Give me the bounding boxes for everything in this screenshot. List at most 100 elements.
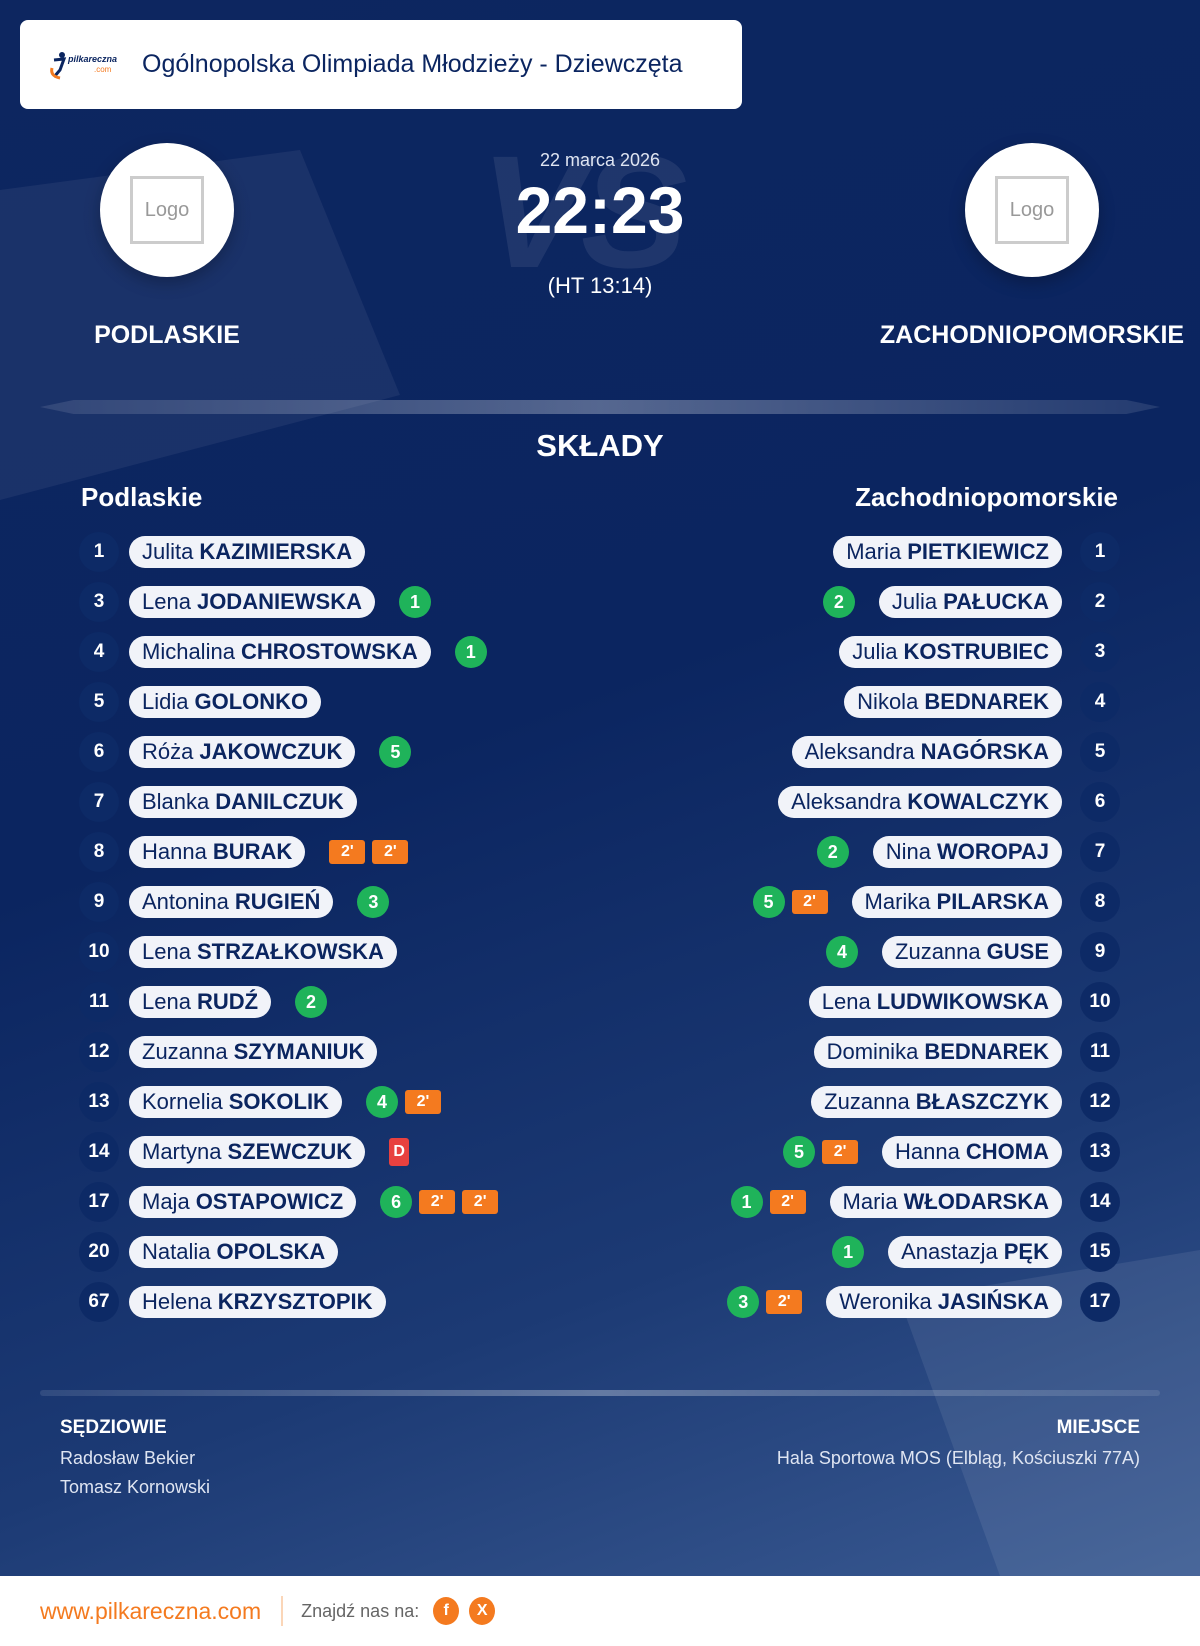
first-name: Martyna	[142, 1139, 222, 1164]
player-name[interactable]: Maria PIETKIEWICZ	[833, 536, 1062, 568]
player-name[interactable]: Anastazja PĘK	[888, 1236, 1062, 1268]
first-name: Michalina	[142, 639, 235, 664]
first-name: Hanna	[142, 839, 207, 864]
footer-separator	[281, 1596, 284, 1626]
player-events: 1 2'	[730, 1186, 806, 1218]
suspension-badge: 2'	[462, 1190, 499, 1214]
first-name: Aleksandra	[791, 789, 902, 814]
venue: MIEJSCE Hala Sportowa MOS (Elbląg, Kości…	[777, 1413, 1140, 1473]
goals-badge: 5	[752, 886, 785, 918]
shirt-number: 12	[1080, 1082, 1120, 1122]
last-name: SZYMANIUK	[233, 1039, 365, 1064]
player-name[interactable]: Zuzanna SZYMANIUK	[129, 1036, 378, 1068]
player-name[interactable]: Lena LUDWIKOWSKA	[808, 986, 1062, 1018]
player-name[interactable]: Julita KAZIMIERSKA	[129, 536, 366, 568]
last-name: JASIŃSKA	[937, 1289, 1049, 1314]
player-name[interactable]: Dominika BEDNAREK	[813, 1036, 1062, 1068]
player-events: 4	[826, 936, 859, 968]
pilkareczna-logo[interactable]: pilkareczna .com	[50, 50, 122, 80]
away-player-row: 3 2' Weronika JASIŃSKA 17	[600, 1277, 1200, 1327]
suspension-badge: 2'	[404, 1090, 441, 1114]
player-name[interactable]: Hanna BURAK	[129, 836, 306, 868]
first-name: Weronika	[839, 1289, 932, 1314]
footer: www.pilkareczna.com Znajdź nas na: f X	[0, 1576, 1200, 1646]
last-name: BURAK	[212, 839, 293, 864]
last-name: BŁASZCZYK	[915, 1089, 1049, 1114]
player-name[interactable]: Lena STRZAŁKOWSKA	[129, 936, 397, 968]
halftime-score: (HT 13:14)	[547, 273, 653, 298]
player-events: 6 2' 2'	[380, 1186, 499, 1218]
first-name: Lena	[142, 939, 191, 964]
shirt-number: 10	[79, 932, 119, 972]
website-link[interactable]: www.pilkareczna.com	[40, 1597, 262, 1624]
player-name[interactable]: Maria WŁODARSKA	[829, 1186, 1062, 1218]
player-name[interactable]: Lidia GOLONKO	[129, 686, 322, 718]
suspension-badge: 2'	[372, 840, 409, 864]
home-player-row: 6 Róża JAKOWCZUK 5	[0, 727, 600, 777]
x-icon[interactable]: X	[469, 1597, 496, 1625]
home-player-row: 10 Lena STRZAŁKOWSKA	[0, 927, 600, 977]
player-name[interactable]: Lena JODANIEWSKA	[129, 586, 375, 618]
shirt-number: 14	[1080, 1182, 1120, 1222]
player-name[interactable]: Lena RUDŹ	[129, 986, 272, 1018]
player-name[interactable]: Zuzanna GUSE	[882, 936, 1062, 968]
last-name: PILARSKA	[936, 889, 1049, 914]
shirt-number: 1	[79, 532, 119, 572]
player-name[interactable]: Maja OSTAPOWICZ	[129, 1186, 357, 1218]
last-name: PAŁUCKA	[943, 589, 1049, 614]
home-player-row: 14 Martyna SZEWCZUK D	[0, 1127, 600, 1177]
shirt-number: 20	[79, 1232, 119, 1272]
player-events: 4 2'	[365, 1086, 441, 1118]
player-name[interactable]: Aleksandra NAGÓRSKA	[791, 736, 1062, 768]
shirt-number: 12	[79, 1032, 119, 1072]
player-events: 2	[295, 986, 328, 1018]
first-name: Aleksandra	[804, 739, 915, 764]
shirt-number: 7	[79, 782, 119, 822]
match-card: pilkareczna .com Ogólnopolska Olimpiada …	[0, 0, 1200, 1576]
first-name: Anastazja	[901, 1239, 998, 1264]
away-team-logo: Logo	[965, 143, 1099, 277]
home-lineup: 1 Julita KAZIMIERSKA 3 Lena JODANIEWSKA 1 4 Mich…	[0, 527, 600, 1327]
away-player-row: 1 2' Maria WŁODARSKA 14	[600, 1177, 1200, 1227]
first-name: Julita	[142, 539, 194, 564]
goals-badge: 4	[365, 1086, 398, 1118]
first-name: Dominika	[826, 1039, 919, 1064]
player-name[interactable]: Martyna SZEWCZUK	[129, 1136, 366, 1168]
goals-badge: 5	[783, 1136, 816, 1168]
away-team-name: ZACHODNIOPOMORSKIE	[879, 321, 1185, 349]
player-name[interactable]: Antonina RUGIEŃ	[129, 886, 334, 918]
player-events: 1	[398, 586, 431, 618]
player-name[interactable]: Julia KOSTRUBIEC	[839, 636, 1062, 668]
first-name: Zuzanna	[895, 939, 981, 964]
referee-name: Radosław Bekier	[60, 1448, 196, 1468]
shirt-number: 13	[79, 1082, 119, 1122]
player-name[interactable]: Michalina CHROSTOWSKA	[129, 636, 431, 668]
last-name: RUDŹ	[196, 989, 259, 1014]
player-name[interactable]: Hanna CHOMA	[882, 1136, 1062, 1168]
shirt-number: 14	[79, 1132, 119, 1172]
shirt-number: 17	[1080, 1282, 1120, 1322]
player-name[interactable]: Nikola BEDNAREK	[844, 686, 1062, 718]
player-name[interactable]: Helena KRZYSZTOPIK	[129, 1286, 386, 1318]
first-name: Blanka	[142, 789, 210, 814]
shirt-number: 10	[1080, 982, 1120, 1022]
player-name[interactable]: Natalia OPOLSKA	[129, 1236, 339, 1268]
disqualification-badge: D	[389, 1138, 410, 1166]
shirt-number: 1	[1080, 532, 1120, 572]
player-name[interactable]: Blanka DANILCZUK	[129, 786, 357, 818]
shirt-number: 11	[1080, 1032, 1120, 1072]
player-name[interactable]: Weronika JASIŃSKA	[826, 1286, 1062, 1318]
player-name[interactable]: Marika PILARSKA	[851, 886, 1062, 918]
away-lineup: Maria PIETKIEWICZ 1 2 Julia PAŁUCKA 2 Julia KOST…	[600, 527, 1200, 1327]
player-name[interactable]: Aleksandra KOWALCZYK	[778, 786, 1062, 818]
player-name[interactable]: Julia PAŁUCKA	[878, 586, 1062, 618]
player-name[interactable]: Kornelia SOKOLIK	[129, 1086, 342, 1118]
home-player-row: 13 Kornelia SOKOLIK 4 2'	[0, 1077, 600, 1127]
goals-badge: 3	[727, 1286, 760, 1318]
player-name[interactable]: Nina WOROPAJ	[872, 836, 1062, 868]
home-player-row: 7 Blanka DANILCZUK	[0, 777, 600, 827]
section-title: SKŁADY	[536, 428, 664, 463]
player-name[interactable]: Róża JAKOWCZUK	[129, 736, 356, 768]
facebook-icon[interactable]: f	[433, 1597, 460, 1625]
player-name[interactable]: Zuzanna BŁASZCZYK	[811, 1086, 1062, 1118]
